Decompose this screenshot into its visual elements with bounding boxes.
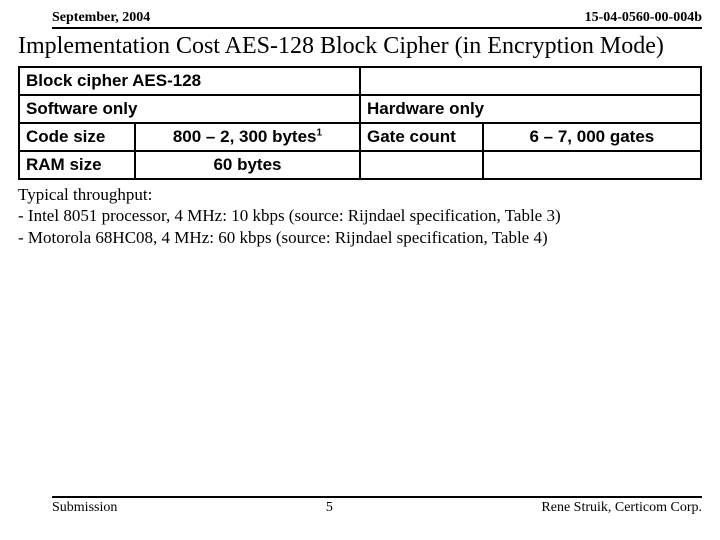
footer-author: Rene Struik, Certicom Corp. bbox=[541, 500, 702, 516]
table-label-gate-count: Gate count bbox=[360, 123, 483, 151]
table-software-only: Software only bbox=[19, 95, 360, 123]
table-value-empty bbox=[483, 151, 701, 179]
throughput-block: Typical throughput: - Intel 8051 process… bbox=[18, 184, 702, 248]
throughput-line-motorola: - Motorola 68HC08, 4 MHz: 60 kbps (sourc… bbox=[18, 227, 702, 248]
table-label-empty bbox=[360, 151, 483, 179]
table-hardware-only: Hardware only bbox=[360, 95, 701, 123]
cost-table: Block cipher AES-128 Software only Hardw… bbox=[18, 66, 702, 180]
table-value-code-size: 800 – 2, 300 bytes1 bbox=[135, 123, 360, 151]
table-header-block-cipher: Block cipher AES-128 bbox=[19, 67, 360, 95]
code-size-value: 800 – 2, 300 bytes bbox=[173, 127, 317, 146]
table-row: RAM size 60 bytes bbox=[19, 151, 701, 179]
table-value-ram-size: 60 bytes bbox=[135, 151, 360, 179]
throughput-title: Typical throughput: bbox=[18, 184, 702, 205]
table-header-empty bbox=[360, 67, 701, 95]
table-row: Code size 800 – 2, 300 bytes1 Gate count… bbox=[19, 123, 701, 151]
table-label-code-size: Code size bbox=[19, 123, 135, 151]
footer-left: Submission bbox=[52, 500, 117, 516]
table-row: Software only Hardware only bbox=[19, 95, 701, 123]
table-row: Block cipher AES-128 bbox=[19, 67, 701, 95]
header-doc-id: 15-04-0560-00-004b bbox=[585, 10, 702, 26]
throughput-line-intel: - Intel 8051 processor, 4 MHz: 10 kbps (… bbox=[18, 205, 702, 226]
footer-page-number: 5 bbox=[326, 500, 333, 516]
page-title: Implementation Cost AES-128 Block Cipher… bbox=[18, 33, 702, 60]
page-header: September, 2004 15-04-0560-00-004b bbox=[52, 10, 702, 29]
table-label-ram-size: RAM size bbox=[19, 151, 135, 179]
table-value-gate-count: 6 – 7, 000 gates bbox=[483, 123, 701, 151]
header-date: September, 2004 bbox=[52, 10, 150, 26]
code-size-footnote: 1 bbox=[317, 127, 323, 138]
page-footer: Submission 5 Rene Struik, Certicom Corp. bbox=[18, 496, 702, 516]
